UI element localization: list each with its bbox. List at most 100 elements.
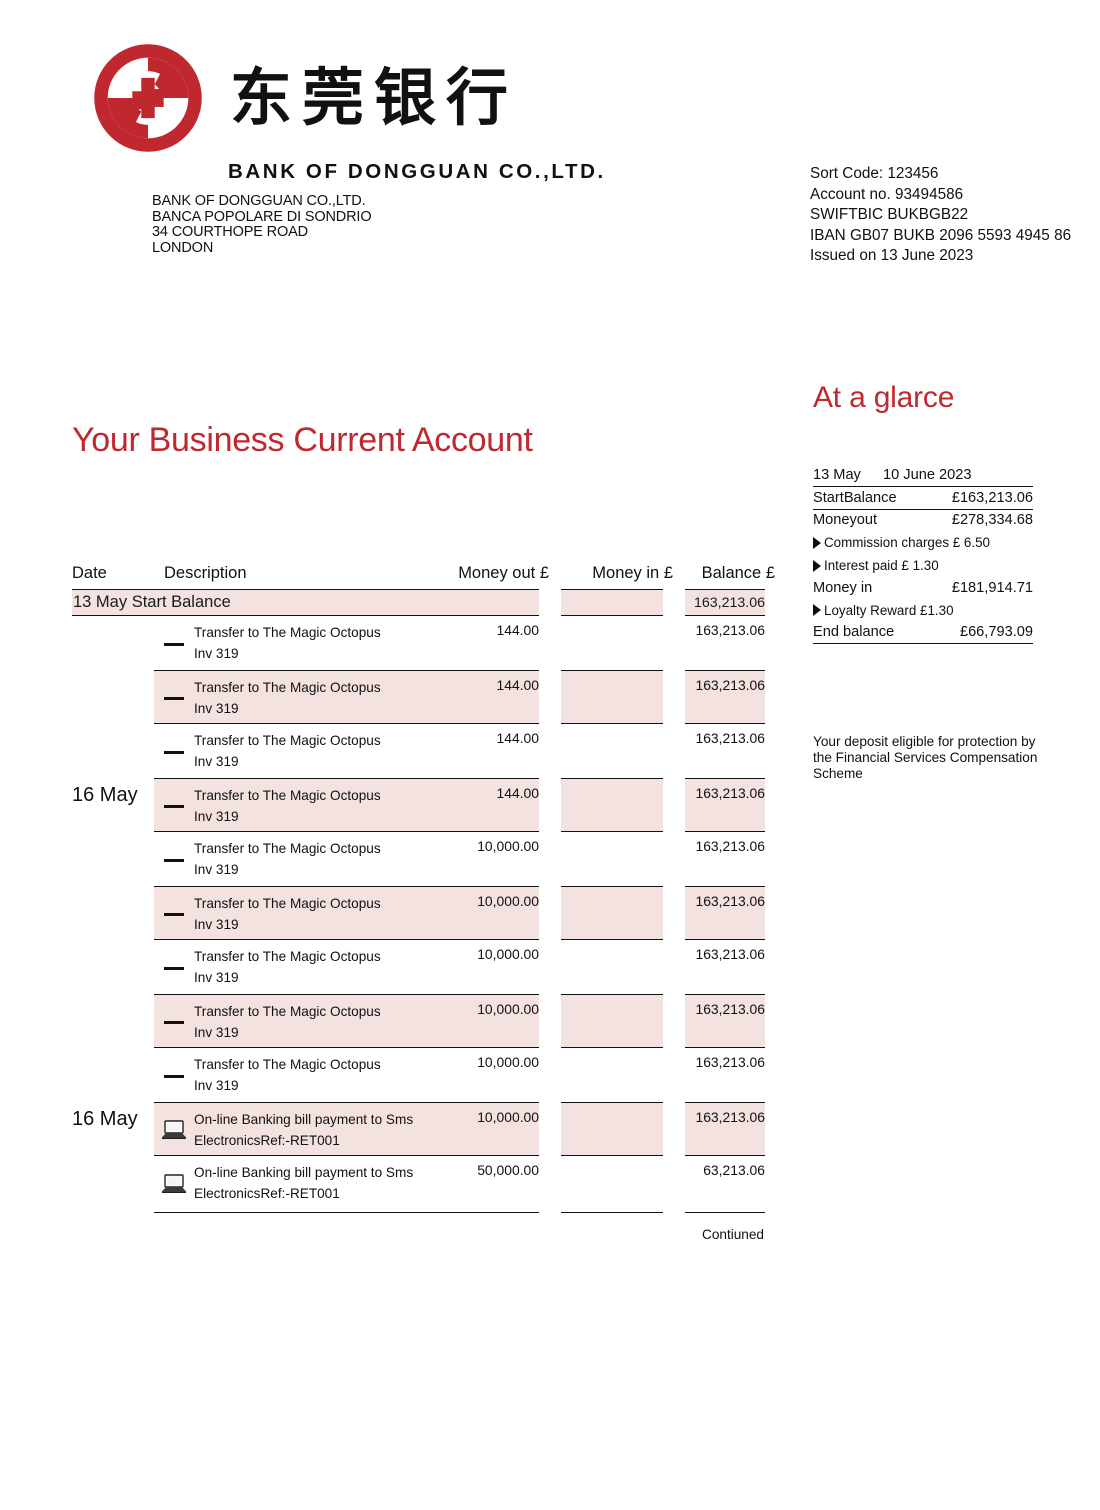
row-date	[72, 994, 154, 1048]
table-row: 16 May Transfer to The Magic Octopus Inv 3…	[72, 778, 765, 832]
row-money-in	[561, 670, 663, 724]
column-gap-1	[549, 564, 571, 583]
row-gap-1	[539, 1156, 561, 1210]
dash-icon	[164, 696, 184, 700]
table-row: 16 May On-line Banking bill payment to Sm…	[72, 1102, 765, 1156]
glance-row-label: Moneyout	[813, 512, 878, 528]
row-description-line2: Inv 319	[194, 862, 239, 877]
address-line-1: BANK OF DONGGUAN CO.,LTD.	[152, 193, 366, 209]
row-gap-2	[663, 832, 685, 886]
dash-icon	[164, 966, 184, 970]
dash-icon	[164, 804, 184, 808]
dash-icon	[154, 616, 194, 670]
row-gap-2	[663, 724, 685, 778]
row-description-band: Transfer to The Magic Octopus Inv 319 10,0…	[154, 1048, 539, 1102]
table-header-row: Date Description Money out £ Money in £ …	[72, 564, 775, 589]
row-gap-2	[663, 778, 685, 832]
row-description-band: Transfer to The Magic Octopus Inv 319 144.…	[154, 778, 539, 832]
laptop-icon	[154, 1103, 194, 1155]
row-gap-1	[539, 886, 561, 940]
glance-row-label: End balance	[813, 624, 895, 640]
triangle-bullet-icon	[813, 559, 821, 572]
row-description-line2: Inv 319	[194, 1078, 239, 1093]
row-gap-1	[539, 778, 561, 832]
row-description-band: On-line Banking bill payment to Sms Elect…	[154, 1156, 539, 1210]
closing-rule-balance	[685, 1212, 765, 1213]
fscs-protection-note: Your deposit eligible for protection by …	[813, 734, 1038, 782]
row-description-line2: Inv 319	[194, 646, 239, 661]
glance-row: Moneyout £278,334.68	[813, 510, 1033, 532]
closing-offset	[72, 1212, 154, 1213]
address-line-4: LONDON	[152, 239, 214, 256]
bank-logo-block: 东莞银行 BANK OF DONGGUAN CO.,LTD.	[92, 42, 606, 184]
dash-icon	[154, 940, 194, 994]
row-balance: 163,213.06	[685, 994, 765, 1048]
table-row: Transfer to The Magic Octopus Inv 319 10,0…	[72, 940, 765, 994]
closing-gap-1	[539, 1212, 561, 1213]
row-money-out: 144.00	[496, 622, 540, 638]
table-row: Transfer to The Magic Octopus Inv 319 144.…	[72, 670, 765, 724]
triangle-bullet-icon	[813, 536, 821, 549]
row-description: Transfer to The Magic Octopus Inv 319	[194, 832, 424, 886]
row-date	[72, 616, 154, 670]
dash-icon	[164, 1020, 184, 1024]
row-date	[72, 940, 154, 994]
row-description: On-line Banking bill payment to Sms Elect…	[194, 1156, 424, 1210]
row-date	[72, 1156, 154, 1210]
row-gap-1	[539, 1102, 561, 1156]
at-a-glance-panel: At a glarce 13 May 10 June 2023 StartBal…	[813, 383, 1033, 644]
column-header-balance: Balance £	[701, 564, 775, 582]
logo-row: 东莞银行	[92, 42, 518, 154]
row-money-out: 10,000.00	[477, 1054, 539, 1070]
row-gap-2	[663, 1048, 685, 1102]
row-gap-2	[663, 616, 685, 670]
closing-rule-main	[154, 1212, 539, 1213]
start-balance-money-in-cell	[561, 589, 663, 616]
row-description-line2: Inv 319	[194, 809, 239, 824]
account-number: Account no. 93494586	[810, 185, 964, 203]
dash-icon	[154, 1048, 194, 1102]
row-money-out: 10,000.00	[477, 946, 539, 962]
laptop-icon	[154, 1156, 194, 1210]
row-description-line1: Transfer to The Magic Octopus	[194, 949, 381, 964]
row-balance: 163,213.06	[695, 946, 765, 962]
row-description-line1: Transfer to The Magic Octopus	[194, 896, 381, 911]
row-description-line2: Inv 319	[194, 917, 239, 932]
row-date	[72, 1048, 154, 1102]
glance-sub-label: Interest paid £ 1.30	[824, 558, 939, 573]
glance-sub-label: Loyalty Reward £1.30	[824, 602, 954, 618]
row-gap-2	[663, 940, 685, 994]
branch-address: BANK OF DONGGUAN CO.,LTD. BANCA POPOLARE…	[152, 193, 372, 256]
row-description-line2: ElectronicsRef:-RET001	[194, 1186, 340, 1201]
row-description-line1: Transfer to The Magic Octopus	[194, 733, 381, 748]
row-money-out: 10,000.00	[477, 838, 539, 854]
glance-sub-label: Commission charges £ 6.50	[824, 535, 990, 550]
row-description-band: Transfer to The Magic Octopus Inv 319 10,0…	[154, 940, 539, 994]
table-row: Transfer to The Magic Octopus Inv 319 10,0…	[72, 994, 765, 1048]
glance-rows: StartBalance £163,213.06 Moneyout £278,334.…	[813, 487, 1033, 644]
row-money-out: 144.00	[496, 730, 540, 746]
account-details: Sort Code: 123456 Account no. 93494586 S…	[810, 164, 1071, 267]
row-description-band: Transfer to The Magic Octopus Inv 319 144.…	[154, 616, 539, 670]
statement-table: Date Description Money out £ Money in £ …	[72, 564, 775, 1242]
glance-row-label: StartBalance	[813, 489, 897, 506]
address-line-2: BANCA POPOLARE DI SONDRIO	[152, 208, 372, 225]
row-description-band: On-line Banking bill payment to Sms Elect…	[154, 1102, 539, 1156]
dash-icon	[154, 995, 194, 1047]
row-gap-1	[539, 832, 561, 886]
column-header-description: Description	[164, 564, 247, 582]
triangle-bullet-icon	[813, 604, 821, 616]
row-description-line1: Transfer to The Magic Octopus	[194, 680, 381, 695]
glance-sub-row: Loyalty Reward £1.30	[813, 599, 1033, 622]
row-balance: 63,213.06	[703, 1162, 765, 1178]
row-money-in	[561, 994, 663, 1048]
row-description-line2: Inv 319	[194, 970, 239, 985]
closing-rule-money-in	[561, 1212, 663, 1213]
row-balance: 163,213.06	[685, 670, 765, 724]
dash-icon	[164, 642, 184, 646]
row-description-band: Transfer to The Magic Octopus Inv 319 144.…	[154, 724, 539, 778]
glance-row: Money in £181,914.71	[813, 577, 1033, 599]
dash-icon	[164, 1074, 184, 1078]
row-description-band: Transfer to The Magic Octopus Inv 319 10,0…	[154, 832, 539, 886]
row-description-line2: Inv 319	[194, 754, 239, 769]
